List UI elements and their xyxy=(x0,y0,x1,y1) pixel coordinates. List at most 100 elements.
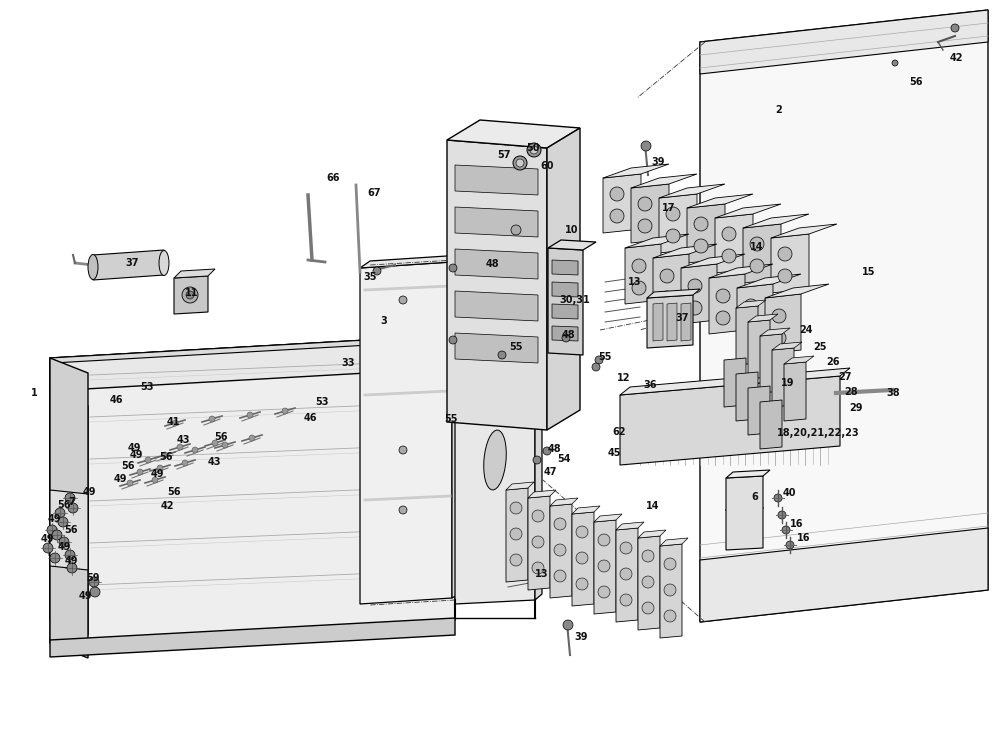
Text: 48: 48 xyxy=(485,259,499,269)
Polygon shape xyxy=(771,234,809,293)
Circle shape xyxy=(177,444,183,450)
Circle shape xyxy=(666,207,680,221)
Text: 49: 49 xyxy=(78,591,92,601)
Text: 55: 55 xyxy=(444,414,458,424)
Text: 55: 55 xyxy=(509,342,523,352)
Circle shape xyxy=(145,457,151,463)
Text: 41: 41 xyxy=(166,417,180,427)
Circle shape xyxy=(152,477,158,483)
Polygon shape xyxy=(528,490,556,498)
Text: 49: 49 xyxy=(40,534,54,544)
Polygon shape xyxy=(681,254,745,268)
Text: 49: 49 xyxy=(47,514,61,524)
Polygon shape xyxy=(620,376,840,465)
Circle shape xyxy=(744,321,758,335)
Polygon shape xyxy=(737,274,801,288)
Circle shape xyxy=(716,311,730,325)
Polygon shape xyxy=(784,362,806,421)
Text: 48: 48 xyxy=(561,330,575,340)
Circle shape xyxy=(782,526,790,534)
Text: 57: 57 xyxy=(497,150,511,160)
Text: 1: 1 xyxy=(31,388,37,398)
Circle shape xyxy=(554,544,566,556)
Polygon shape xyxy=(360,255,462,268)
Polygon shape xyxy=(709,274,745,334)
Polygon shape xyxy=(594,514,622,522)
Text: 14: 14 xyxy=(646,501,660,511)
Polygon shape xyxy=(736,372,758,421)
Text: 56: 56 xyxy=(909,77,923,87)
Polygon shape xyxy=(616,528,638,622)
Text: 13: 13 xyxy=(535,569,549,579)
Text: 56: 56 xyxy=(159,452,173,462)
Circle shape xyxy=(722,227,736,241)
Circle shape xyxy=(68,503,78,513)
Polygon shape xyxy=(548,240,596,250)
Circle shape xyxy=(162,452,168,458)
Circle shape xyxy=(892,60,898,66)
Polygon shape xyxy=(653,244,717,258)
Circle shape xyxy=(688,301,702,315)
Text: 46: 46 xyxy=(109,395,123,405)
Polygon shape xyxy=(681,264,717,324)
Polygon shape xyxy=(572,512,594,606)
Circle shape xyxy=(543,447,551,455)
Circle shape xyxy=(563,620,573,630)
Circle shape xyxy=(172,420,178,426)
Circle shape xyxy=(527,143,541,157)
Circle shape xyxy=(641,141,651,151)
Text: 55: 55 xyxy=(598,352,612,362)
Circle shape xyxy=(638,219,652,233)
Text: 33: 33 xyxy=(341,358,355,368)
Text: 56: 56 xyxy=(57,500,71,510)
Text: 6: 6 xyxy=(752,492,758,502)
Polygon shape xyxy=(455,165,538,195)
Circle shape xyxy=(778,269,792,283)
Circle shape xyxy=(59,537,69,547)
Polygon shape xyxy=(736,300,766,308)
Text: 18,20,21,22,23: 18,20,21,22,23 xyxy=(777,428,859,438)
Polygon shape xyxy=(506,488,528,582)
Circle shape xyxy=(772,309,786,323)
Polygon shape xyxy=(715,204,781,218)
Text: 56: 56 xyxy=(214,432,228,442)
Text: 43: 43 xyxy=(207,457,221,467)
Text: 49: 49 xyxy=(64,556,78,566)
Circle shape xyxy=(67,563,77,573)
Circle shape xyxy=(750,237,764,251)
Polygon shape xyxy=(765,294,801,354)
Circle shape xyxy=(660,291,674,305)
Text: 49: 49 xyxy=(127,443,141,453)
Polygon shape xyxy=(50,358,88,658)
Text: 2: 2 xyxy=(776,105,782,115)
Text: 43: 43 xyxy=(176,435,190,445)
Circle shape xyxy=(511,225,521,235)
Text: 38: 38 xyxy=(886,388,900,398)
Circle shape xyxy=(55,508,65,518)
Ellipse shape xyxy=(88,254,98,280)
Polygon shape xyxy=(452,255,462,598)
Polygon shape xyxy=(455,328,542,338)
Circle shape xyxy=(212,440,218,446)
Polygon shape xyxy=(528,496,550,590)
Text: 39: 39 xyxy=(651,157,665,167)
Polygon shape xyxy=(455,207,538,237)
Text: 49: 49 xyxy=(57,542,71,552)
Circle shape xyxy=(247,412,253,418)
Text: 24: 24 xyxy=(799,325,813,335)
Text: 49: 49 xyxy=(113,474,127,484)
Circle shape xyxy=(778,247,792,261)
Text: 49: 49 xyxy=(129,450,143,460)
Text: 27: 27 xyxy=(838,372,852,382)
Polygon shape xyxy=(620,368,850,395)
Polygon shape xyxy=(174,276,208,314)
Circle shape xyxy=(89,577,99,587)
Polygon shape xyxy=(616,522,644,530)
Text: 56: 56 xyxy=(167,487,181,497)
Text: 10: 10 xyxy=(565,225,579,235)
Text: 60: 60 xyxy=(540,161,554,171)
Circle shape xyxy=(50,553,60,563)
Circle shape xyxy=(399,506,407,514)
Polygon shape xyxy=(50,618,455,657)
Polygon shape xyxy=(625,234,689,248)
